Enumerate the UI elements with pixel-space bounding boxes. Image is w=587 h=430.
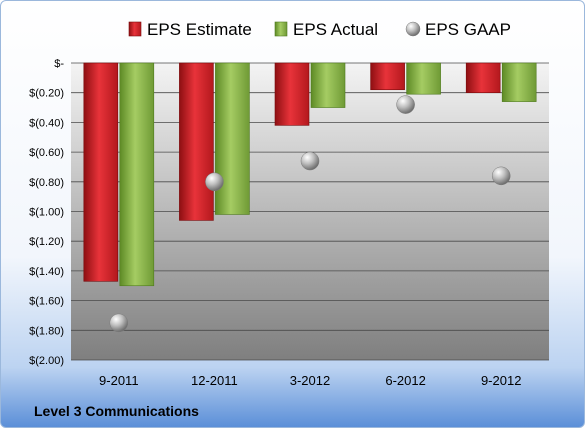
eps-gaap-marker: [205, 172, 224, 192]
eps-gaap-marker: [491, 166, 511, 186]
y-tick-label: $(0.60): [29, 147, 64, 159]
y-tick-label: $(0.80): [29, 177, 64, 189]
legend: EPS Estimate EPS Actual EPS GAAP: [128, 20, 511, 39]
x-category-label: 3-2012: [290, 373, 330, 388]
legend-swatch: [274, 21, 288, 37]
legend-swatch: [128, 21, 142, 37]
legend-label: EPS Estimate: [147, 20, 252, 39]
legend-swatch: [405, 21, 421, 37]
gaap-markers: [109, 95, 511, 333]
x-category-label: 6-2012: [385, 373, 425, 388]
eps-gaap-marker: [396, 95, 415, 114]
eps-actual-bar: [215, 62, 250, 215]
eps-estimate-bar: [370, 62, 405, 91]
eps-estimate-bar: [274, 62, 310, 126]
eps-actual-bar: [310, 62, 346, 108]
eps-estimate-bar: [465, 62, 501, 94]
eps-actual-bar: [501, 62, 537, 102]
y-axis-ticks: $- $(0.20) $(0.40) $(0.60) $(0.80) $(1.00) $(1…: [29, 58, 64, 367]
y-tick-label: $(0.40): [29, 117, 64, 129]
y-tick-label: $(1.40): [29, 266, 64, 278]
y-tick-label: $(1.80): [29, 325, 64, 337]
y-tick-label: $(1.00): [29, 207, 64, 219]
y-tick-label: $-: [54, 58, 64, 70]
eps-gaap-marker: [109, 313, 129, 333]
legend-label: EPS GAAP: [425, 20, 511, 39]
eps-actual-bar: [119, 62, 155, 287]
x-category-label: 12-2011: [191, 373, 238, 388]
eps-gaap-marker: [300, 151, 320, 171]
y-tick-label: $(1.60): [29, 296, 64, 308]
eps-actual-bar: [406, 62, 441, 95]
eps-estimate-bar: [83, 62, 119, 282]
bars: [83, 62, 537, 287]
y-tick-label: $(1.20): [29, 236, 64, 248]
company-name: Level 3 Communications: [34, 403, 199, 419]
x-category-label: 9-2012: [481, 373, 521, 388]
legend-label: EPS Actual: [293, 20, 378, 39]
x-category-label: 9-2011: [99, 373, 139, 388]
eps-estimate-bar: [179, 62, 214, 221]
y-tick-label: $(0.20): [29, 88, 64, 100]
y-tick-label: $(2.00): [29, 355, 64, 367]
x-axis-categories: 9-2011 12-2011 3-2012 6-2012 9-2012: [99, 373, 521, 388]
